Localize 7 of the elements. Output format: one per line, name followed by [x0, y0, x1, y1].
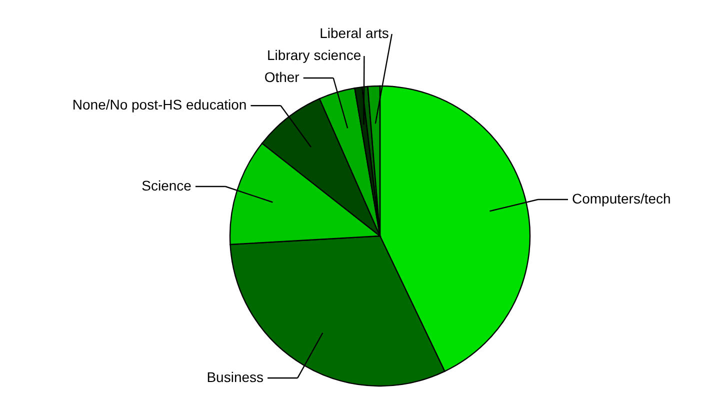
slice-label: Other [264, 68, 300, 85]
slice-label: Science [142, 177, 192, 194]
slice-label: None/No post-HS education [72, 96, 247, 113]
slice-label: Library science [267, 46, 362, 63]
slice-label: Business [206, 369, 264, 386]
slice-label: Liberal arts [320, 24, 389, 41]
slice-label: Computers/tech [572, 190, 671, 206]
